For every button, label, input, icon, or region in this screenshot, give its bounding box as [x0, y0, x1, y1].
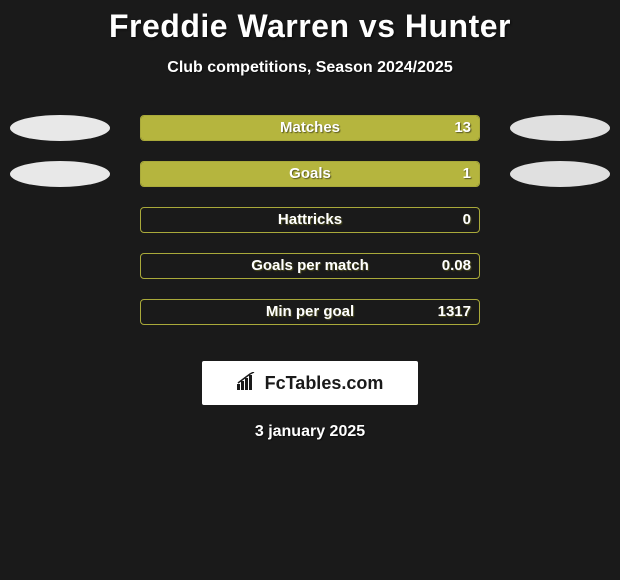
stat-bar-track: Hattricks0: [140, 207, 480, 233]
source-logo-text: FcTables.com: [265, 373, 384, 394]
player-marker-right: [510, 115, 610, 141]
stat-row: Hattricks0: [0, 207, 620, 253]
stat-label: Min per goal: [141, 303, 479, 320]
player-marker-left: [10, 161, 110, 187]
stat-label: Hattricks: [141, 211, 479, 228]
stats-list: Matches13 Goals1 Hattricks0 Goals per match…: [0, 115, 620, 345]
stat-label: Goals per match: [141, 257, 479, 274]
comparison-infographic: Freddie Warren vs Hunter Club competitio…: [0, 0, 620, 580]
stat-bar-track: Goals1: [140, 161, 480, 187]
stat-bar-fill: [141, 116, 479, 140]
stat-bar-fill: [141, 162, 479, 186]
stat-value: 1317: [438, 303, 471, 320]
subtitle: Club competitions, Season 2024/2025: [0, 59, 620, 77]
date-text: 3 january 2025: [0, 423, 620, 441]
chart-icon: [237, 372, 259, 395]
player-marker-right: [510, 161, 610, 187]
stat-row: Min per goal1317: [0, 299, 620, 345]
stat-value: 0.08: [442, 257, 471, 274]
stat-bar-track: Matches13: [140, 115, 480, 141]
stat-row: Matches13: [0, 115, 620, 161]
stat-row: Goals1: [0, 161, 620, 207]
stat-value: 0: [463, 211, 471, 228]
player-marker-left: [10, 115, 110, 141]
source-logo-box: FcTables.com: [202, 361, 418, 405]
stat-bar-track: Min per goal1317: [140, 299, 480, 325]
source-logo: FcTables.com: [237, 372, 384, 395]
stat-bar-track: Goals per match0.08: [140, 253, 480, 279]
stat-row: Goals per match0.08: [0, 253, 620, 299]
page-title: Freddie Warren vs Hunter: [0, 0, 620, 45]
